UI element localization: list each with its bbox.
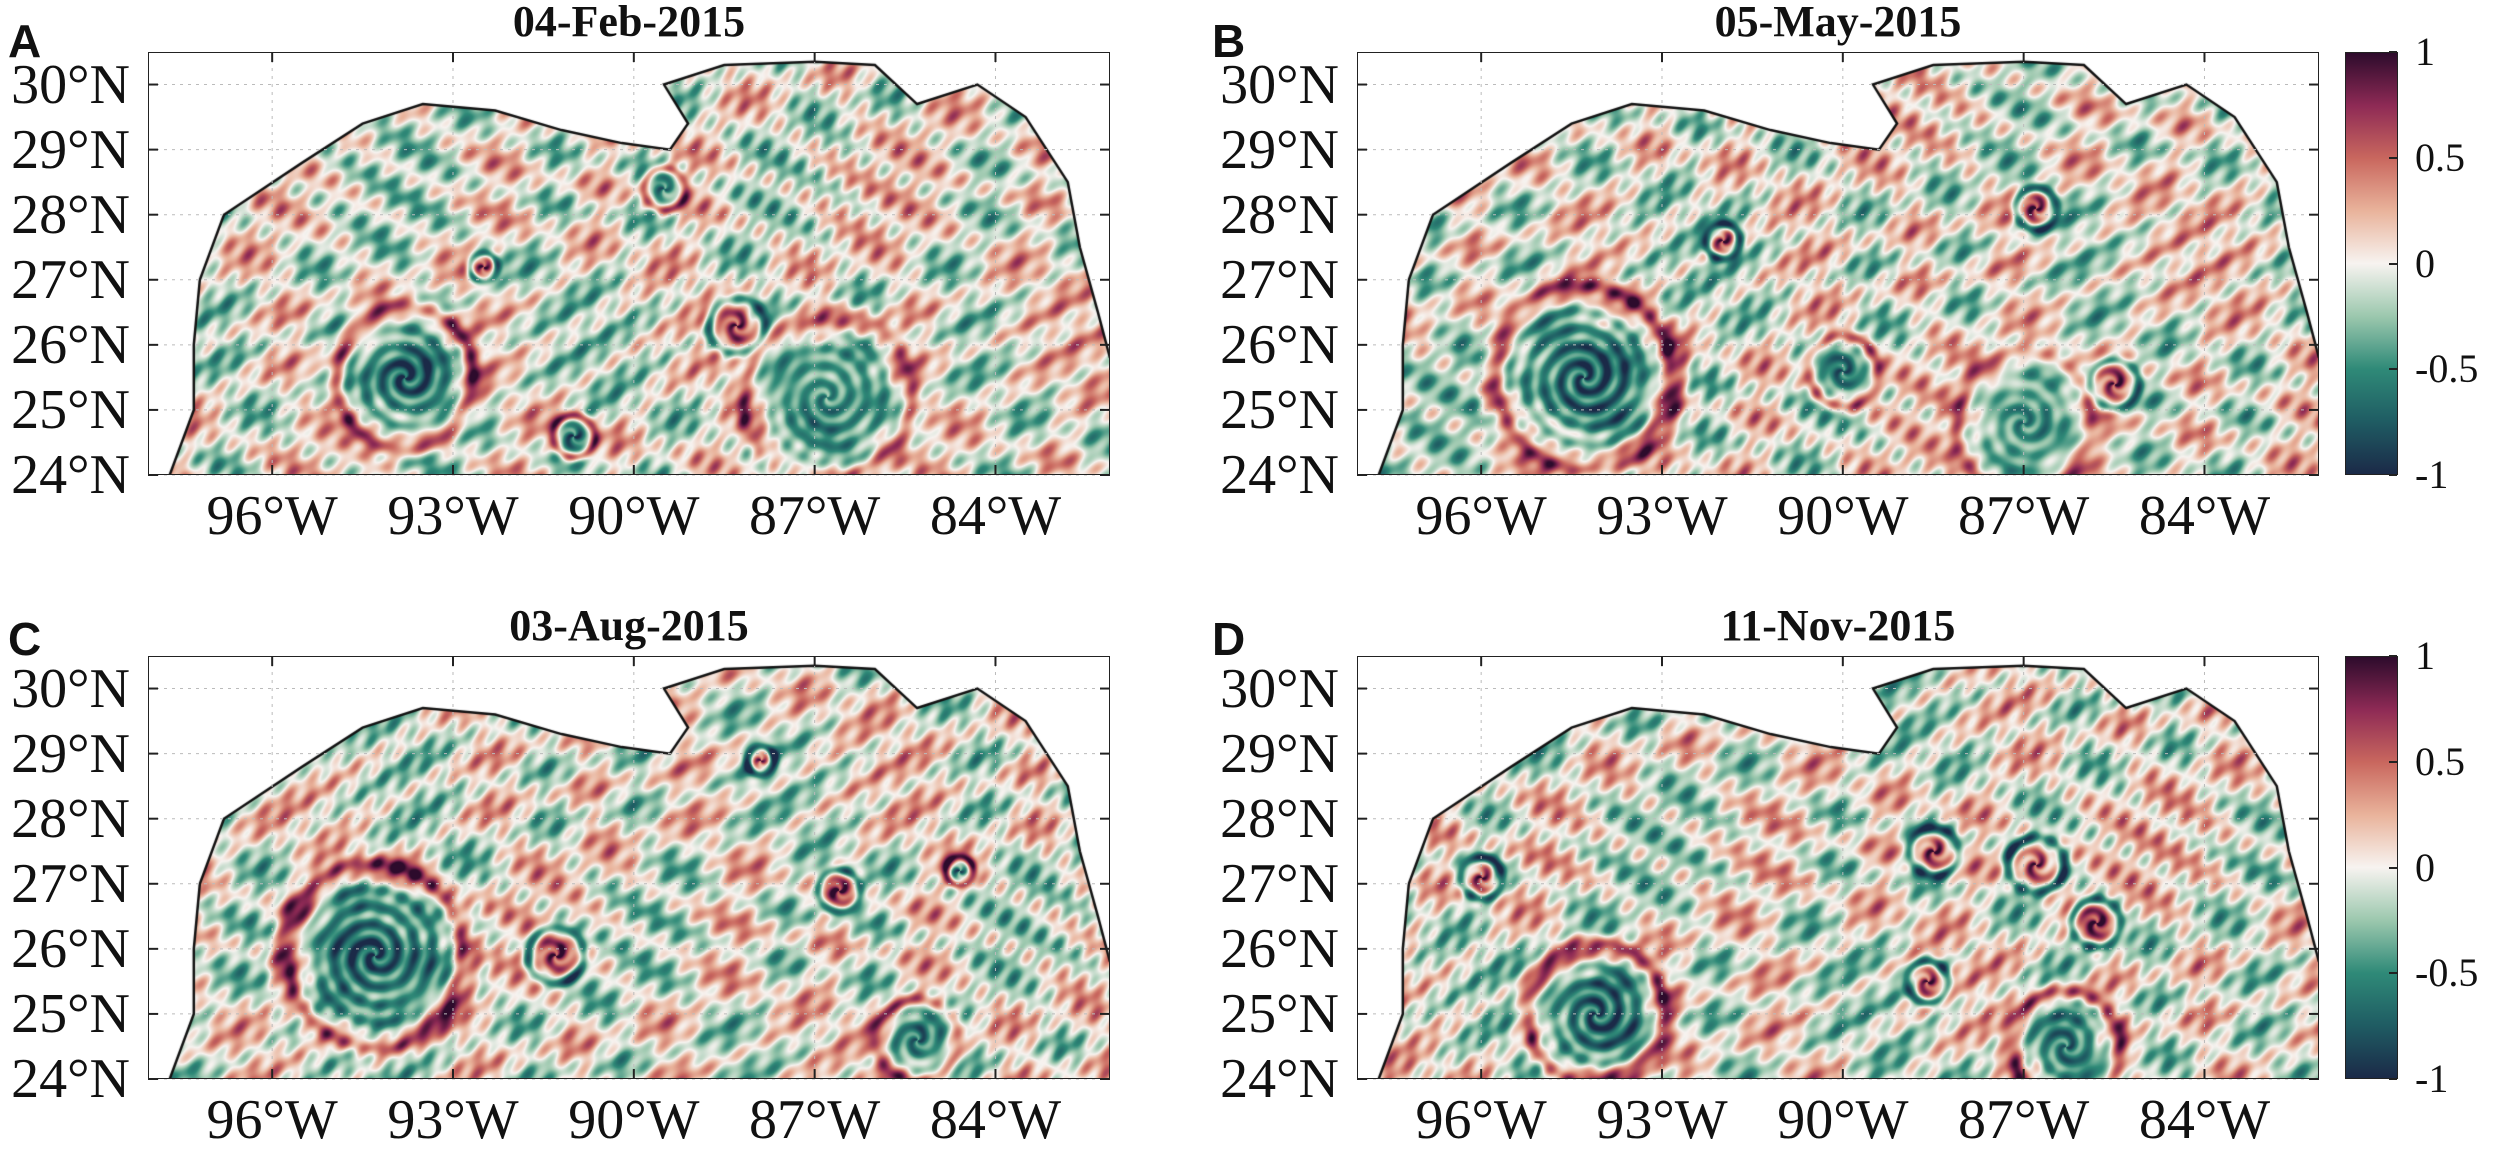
colorbar-tick-label: -0.5 bbox=[2415, 950, 2479, 996]
lat-tick-label: 24°N bbox=[1220, 1048, 1339, 1110]
lon-tick-label: 90°W bbox=[1777, 485, 1909, 547]
lon-tick-label: 90°W bbox=[1777, 1089, 1909, 1151]
colorbar-tick-label: 0 bbox=[2415, 844, 2435, 890]
lat-tick-label: 30°N bbox=[1220, 657, 1339, 720]
lat-tick-label: 26°N bbox=[1220, 313, 1339, 376]
lon-tick-label: 96°W bbox=[206, 485, 338, 547]
panel-title: 05-May-2015 bbox=[1714, 0, 1962, 46]
lat-tick-label: 27°N bbox=[11, 248, 130, 311]
colorbar-tick bbox=[2389, 262, 2397, 265]
lon-tick-label: 90°W bbox=[568, 485, 700, 547]
map-panel-c: 03-Aug-2015 30°N 29°N 28°N 27°N 26°N 25°N 24°N 9… bbox=[11, 601, 1110, 1148]
vorticity-field bbox=[1357, 52, 2319, 475]
lon-tick-label: 84°W bbox=[929, 485, 1062, 547]
lat-tick-label: 26°N bbox=[11, 313, 130, 376]
lon-tick-label: 87°W bbox=[1958, 485, 2090, 547]
colorbar-tick-label: 0 bbox=[2415, 240, 2435, 286]
colorbar-tick-label: -0.5 bbox=[2415, 346, 2479, 392]
panel-title: 03-Aug-2015 bbox=[509, 601, 749, 650]
lon-tick-label: 87°W bbox=[749, 1089, 881, 1151]
colorbar-tick-label: 0.5 bbox=[2415, 134, 2465, 180]
lat-tick-label: 29°N bbox=[11, 118, 130, 181]
lat-tick-label: 26°N bbox=[1220, 917, 1339, 980]
lat-tick-label: 28°N bbox=[1220, 787, 1339, 850]
lon-tick-label: 90°W bbox=[568, 1089, 700, 1151]
lon-tick-label: 87°W bbox=[749, 485, 881, 547]
lat-tick-label: 28°N bbox=[11, 787, 130, 850]
lon-tick-label: 93°W bbox=[387, 485, 519, 547]
grid-and-ticks bbox=[148, 52, 1110, 476]
lat-tick-label: 25°N bbox=[1220, 982, 1339, 1045]
lat-tick-label: 30°N bbox=[1220, 53, 1339, 116]
panel-title: 04-Feb-2015 bbox=[512, 0, 746, 46]
lat-tick-label: 27°N bbox=[1220, 852, 1339, 915]
axes-frame bbox=[1357, 656, 2319, 1079]
colorbar-tick bbox=[2389, 156, 2397, 159]
lon-tick-label: 84°W bbox=[929, 1089, 1062, 1151]
lat-tick-label: 24°N bbox=[11, 444, 130, 506]
lon-tick-label: 93°W bbox=[387, 1089, 519, 1151]
lat-tick-label: 26°N bbox=[11, 917, 130, 980]
lon-tick-label: 93°W bbox=[1596, 485, 1728, 547]
map-panel-a: 04-Feb-2015 30°N 29°N 28°N 27°N 26°N 25°N 24°N 9… bbox=[11, 0, 1110, 544]
lon-tick-label: 93°W bbox=[1596, 1089, 1728, 1151]
panel-letter: D bbox=[1212, 613, 1246, 665]
axes-frame bbox=[148, 52, 1110, 475]
colorbar-tick-label: 0.5 bbox=[2415, 738, 2465, 784]
panel-letter: A bbox=[8, 15, 42, 67]
lon-tick-label: 96°W bbox=[1415, 1089, 1547, 1151]
lat-tick-label: 24°N bbox=[1220, 444, 1339, 506]
panel-letter: C bbox=[8, 613, 42, 665]
colorbar-tick bbox=[2389, 655, 2397, 657]
colorbar-tick-label: -1 bbox=[2415, 452, 2449, 497]
lat-tick-label: 28°N bbox=[1220, 183, 1339, 246]
lon-tick-label: 84°W bbox=[2138, 1089, 2271, 1151]
lat-tick-label: 27°N bbox=[11, 852, 130, 915]
colorbar-tick bbox=[2389, 866, 2397, 869]
colorbar-tick-label: 1 bbox=[2415, 29, 2435, 74]
colorbar-tick bbox=[2389, 760, 2397, 763]
colorbar-tick bbox=[2389, 51, 2397, 53]
colorbar-tick bbox=[2389, 1078, 2397, 1080]
lat-tick-label: 25°N bbox=[1220, 378, 1339, 441]
lat-tick-label: 24°N bbox=[11, 1048, 130, 1110]
lon-tick-label: 87°W bbox=[1958, 1089, 2090, 1151]
grid-and-ticks bbox=[148, 656, 1110, 1080]
lat-tick-label: 29°N bbox=[1220, 118, 1339, 181]
colorbar-tick bbox=[2389, 972, 2397, 975]
colorbar-tick bbox=[2389, 368, 2397, 371]
lat-tick-label: 30°N bbox=[11, 53, 130, 116]
vorticity-field bbox=[148, 656, 1110, 1079]
lat-tick-label: 30°N bbox=[11, 657, 130, 720]
colorbar-tick bbox=[2389, 474, 2397, 476]
lat-tick-label: 25°N bbox=[11, 378, 130, 441]
colorbar-tick-label: 1 bbox=[2415, 633, 2435, 678]
lon-tick-label: 96°W bbox=[206, 1089, 338, 1151]
lon-tick-label: 84°W bbox=[2138, 485, 2271, 547]
grid-and-ticks bbox=[1357, 52, 2319, 476]
map-panel-b: 05-May-2015 30°N 29°N 28°N 27°N 26°N 25°N 24°N 9… bbox=[1220, 0, 2478, 544]
lat-tick-label: 27°N bbox=[1220, 248, 1339, 311]
axes-frame bbox=[148, 656, 1110, 1079]
lat-tick-label: 28°N bbox=[11, 183, 130, 246]
axes-frame bbox=[1357, 52, 2319, 475]
panel-letter: B bbox=[1212, 15, 1246, 67]
vorticity-field bbox=[1357, 656, 2319, 1079]
lon-tick-label: 96°W bbox=[1415, 485, 1547, 547]
lat-tick-label: 29°N bbox=[1220, 722, 1339, 785]
colorbar-tick-label: -1 bbox=[2415, 1056, 2449, 1101]
grid-and-ticks bbox=[1357, 656, 2319, 1080]
map-panel-d: 11-Nov-2015 30°N 29°N 28°N 27°N 26°N 25°N 24°N 9… bbox=[1220, 601, 2478, 1148]
lat-tick-label: 25°N bbox=[11, 982, 130, 1045]
panel-title: 11-Nov-2015 bbox=[1720, 601, 1956, 650]
lat-tick-label: 29°N bbox=[11, 722, 130, 785]
vorticity-field bbox=[148, 52, 1110, 475]
